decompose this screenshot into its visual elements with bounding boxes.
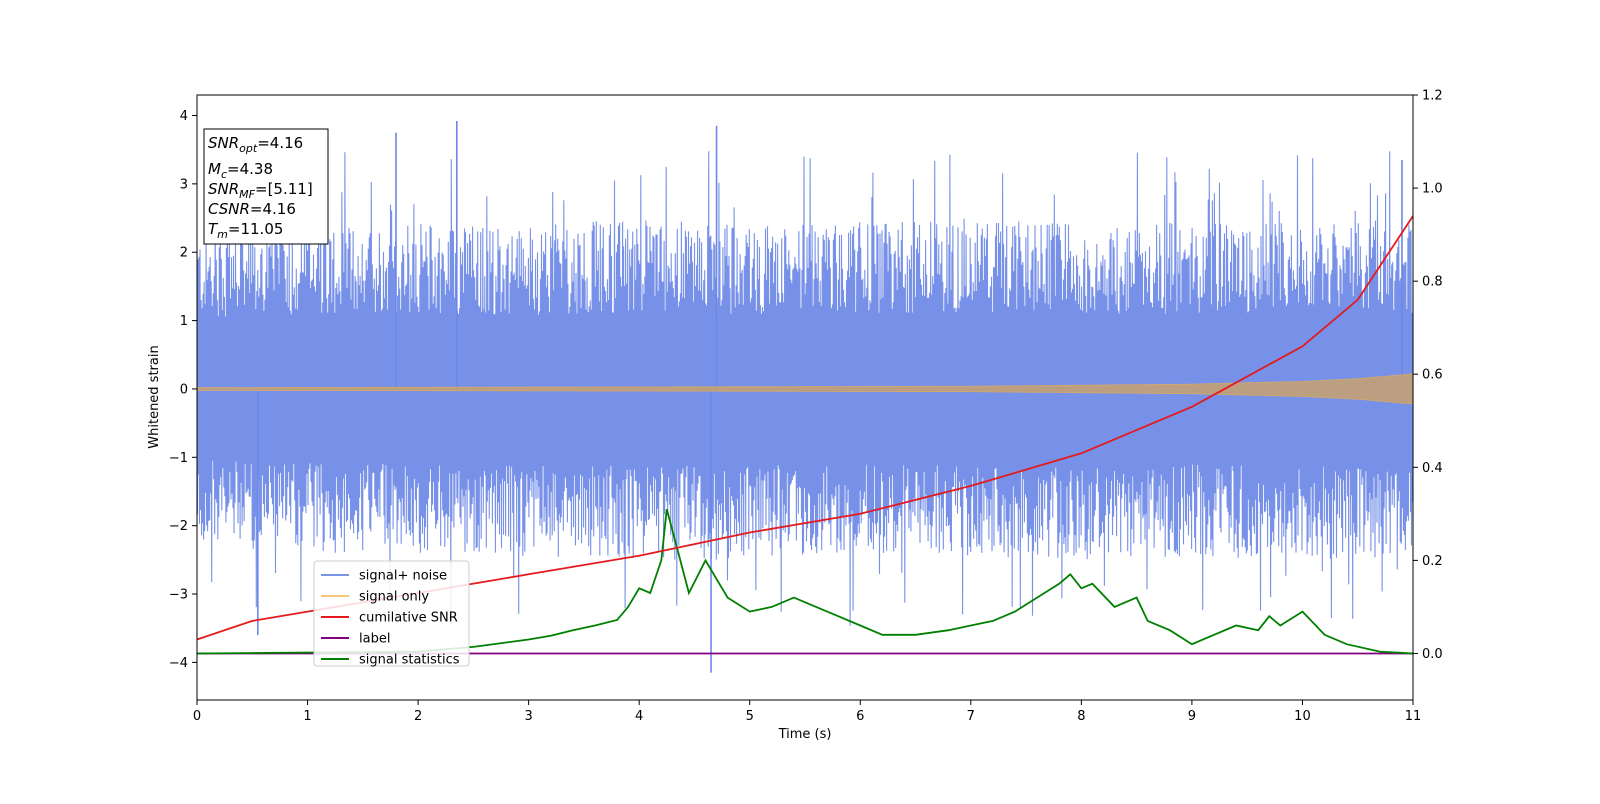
series-signal-noise: [197, 120, 1413, 673]
y-axis-left: 4 3 2 1 0 −1 −2 −3 −4: [169, 109, 197, 671]
legend-label: cumilative SNR: [359, 611, 458, 626]
x-tick-label: 5: [746, 709, 754, 724]
noise-trace: [197, 151, 1413, 626]
x-tick-label: 7: [967, 709, 975, 724]
x-tick-label: 0: [193, 709, 201, 724]
info-line: SNRopt=4.16: [208, 134, 303, 155]
legend-label: signal+ noise: [359, 569, 447, 584]
x-tick-label: 8: [1077, 709, 1085, 724]
legend: signal+ noise signal only cumilative SNR la…: [313, 560, 470, 668]
y-tick-label: −4: [169, 656, 188, 671]
signal-only-band: [197, 373, 1413, 405]
y2-tick-label: 0.4: [1422, 461, 1443, 476]
x-tick-label: 9: [1188, 709, 1196, 724]
y2-tick-label: 1.0: [1422, 182, 1443, 197]
legend-label: signal statistics: [359, 653, 460, 668]
x-tick-label: 1: [303, 709, 311, 724]
plot-frame: [196, 94, 1414, 701]
series-signal-only: [197, 373, 1413, 405]
info-line: SNRMF=[5.11]: [208, 180, 313, 201]
y2-tick-label: 1.2: [1422, 89, 1443, 104]
y-tick-label: 2: [180, 246, 188, 261]
x-tick-label: 4: [635, 709, 643, 724]
info-line: CSNR=4.16: [208, 200, 296, 218]
y-tick-label: 1: [180, 314, 188, 329]
y-tick-label: −2: [169, 519, 188, 534]
y-tick-label: 4: [180, 109, 188, 124]
y-tick-label: −3: [169, 588, 188, 603]
y2-tick-label: 0.0: [1422, 647, 1443, 662]
legend-label: label: [359, 632, 390, 647]
y-tick-label: 3: [180, 177, 188, 192]
x-tick-label: 2: [414, 709, 422, 724]
y-axis-label: Whitened strain: [147, 345, 162, 448]
y-tick-label: 0: [180, 382, 188, 397]
series-signal-statistics: [197, 508, 1413, 655]
info-line: Mc=4.38: [208, 160, 273, 181]
x-tick-label: 10: [1294, 709, 1311, 724]
x-axis: 0 1 2 3 4 5 6 7 8 9 10 11: [193, 700, 1421, 724]
y2-tick-label: 0.2: [1422, 554, 1443, 569]
legend-label: signal only: [359, 590, 429, 605]
x-tick-label: 11: [1405, 709, 1422, 724]
y-tick-label: −1: [169, 451, 188, 466]
y2-tick-label: 0.8: [1422, 275, 1443, 290]
y2-tick-label: 0.6: [1422, 368, 1443, 383]
x-tick-label: 3: [524, 709, 532, 724]
info-line: Tm=11.05: [208, 220, 283, 241]
x-axis-label: Time (s): [778, 727, 832, 742]
x-tick-label: 6: [856, 709, 864, 724]
y-axis-right: 1.2 1.0 0.8 0.6 0.4 0.2 0.0: [1413, 89, 1443, 662]
